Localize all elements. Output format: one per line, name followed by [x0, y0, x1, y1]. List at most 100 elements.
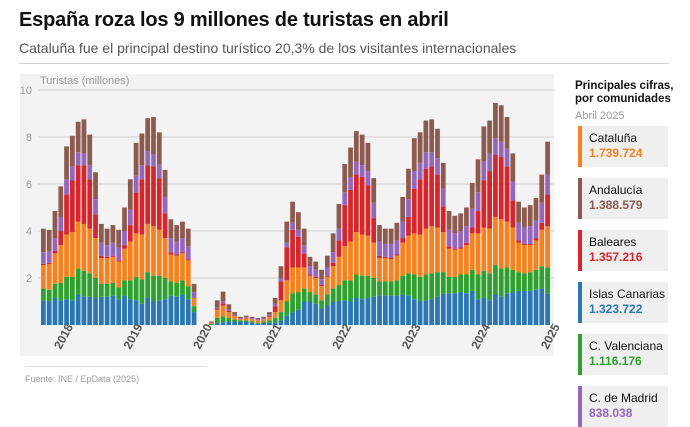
- bar-segment: [487, 171, 493, 229]
- bar-segment: [58, 186, 64, 217]
- bar-segment: [87, 165, 93, 180]
- bar-segment: [510, 200, 516, 228]
- bar-segment: [98, 258, 104, 284]
- bar-segment: [324, 305, 330, 325]
- bar-segment: [272, 322, 278, 325]
- bar-segment: [226, 317, 232, 322]
- bar-segment: [452, 215, 458, 234]
- sidebar-heading: Principales cifras, por comunidades: [575, 80, 675, 106]
- bar-segment: [498, 156, 504, 220]
- bar-segment: [139, 165, 145, 180]
- bar-segment: [52, 250, 58, 254]
- chart-subtitle: Cataluña fue el principal destino turíst…: [19, 40, 517, 56]
- bar-segment: [510, 153, 516, 182]
- bar-segment: [110, 255, 116, 257]
- bar-segment: [440, 232, 446, 273]
- bar-segment: [272, 297, 278, 304]
- region-color-bar: [578, 230, 582, 271]
- bar-segment: [220, 303, 226, 306]
- y-tick-label: 6: [26, 179, 32, 191]
- bar-segment: [307, 275, 313, 293]
- bar-segment: [533, 269, 539, 290]
- bar-segment: [365, 235, 371, 276]
- bar-segment: [388, 243, 394, 259]
- bar-segment: [151, 117, 156, 155]
- bar-segment: [156, 229, 162, 276]
- bar-segment: [481, 180, 487, 228]
- bar-segment: [301, 288, 307, 302]
- bar-segment: [75, 121, 81, 153]
- bar-segment: [452, 249, 458, 277]
- bar-segment: [127, 179, 133, 210]
- region-name: Cataluña: [589, 131, 638, 145]
- bar-segment: [440, 206, 446, 233]
- bar-segment: [162, 213, 168, 239]
- bar-segment: [342, 246, 348, 281]
- bar-segment: [116, 261, 122, 288]
- bar-segment: [116, 247, 122, 261]
- bar-segment: [127, 280, 133, 300]
- bar-segment: [371, 218, 377, 243]
- bar-segment: [168, 281, 174, 296]
- x-tick-label: 2018: [51, 321, 76, 351]
- bar-segment: [319, 286, 324, 301]
- bar-segment: [255, 323, 261, 325]
- bar-segment: [226, 310, 232, 313]
- bar-segment: [359, 134, 365, 166]
- bar-segment: [394, 280, 400, 296]
- bar-segment: [296, 212, 301, 230]
- bar-segment: [400, 242, 406, 276]
- bar-segment: [214, 307, 220, 309]
- bar-segment: [336, 240, 342, 257]
- bar-segment: [527, 205, 533, 227]
- bar-segment: [359, 234, 365, 276]
- bar-segment: [417, 162, 423, 180]
- bar-segment: [162, 238, 168, 278]
- bar-segment: [41, 263, 46, 266]
- bar-segment: [296, 229, 301, 237]
- bar-segment: [342, 164, 348, 193]
- header-divider: [19, 63, 669, 64]
- bar-segment: [284, 280, 290, 302]
- bar-segment: [75, 152, 81, 166]
- bar-segment: [168, 295, 174, 325]
- bar-segment: [249, 316, 255, 318]
- bar-segment: [388, 281, 394, 296]
- bar-segment: [139, 303, 145, 325]
- bar-segment: [394, 254, 400, 256]
- bar-segment: [243, 315, 249, 317]
- region-card: Andalucía 1.388.579: [578, 178, 668, 219]
- bar-segment: [527, 290, 533, 325]
- bar-segment: [319, 279, 324, 286]
- bar-segment: [330, 288, 336, 302]
- bar-segment: [151, 166, 156, 227]
- bar-segment: [493, 138, 498, 155]
- bar-segment: [209, 322, 214, 324]
- bar-segment: [214, 309, 220, 318]
- bar-segment: [324, 275, 330, 277]
- bar-segment: [69, 180, 75, 233]
- bar-segment: [498, 296, 504, 325]
- bar-segment: [261, 321, 266, 323]
- bar-segment: [75, 294, 81, 325]
- bar-segment: [493, 154, 498, 217]
- bar-segment: [365, 142, 371, 172]
- bar-segment: [330, 266, 336, 289]
- bar-segment: [46, 229, 52, 251]
- bar-segment: [81, 153, 87, 166]
- bar-segment: [220, 305, 226, 317]
- bar-segment: [110, 242, 116, 256]
- region-value: 1.739.724: [589, 146, 643, 160]
- bar-segment: [469, 182, 475, 209]
- bar-segment: [307, 256, 313, 267]
- bar-segment: [151, 154, 156, 167]
- bar-segment: [545, 174, 550, 195]
- x-axis-labels: 2018 2019 2020 2021 2022 2023 2024 2025: [51, 321, 560, 351]
- bar-segment: [122, 248, 127, 281]
- bar-segment: [371, 278, 377, 297]
- bar-segment: [226, 312, 232, 318]
- bar-segment: [527, 226, 533, 244]
- bar-segment: [180, 253, 185, 281]
- bar-segment: [46, 289, 52, 302]
- bar-segment: [382, 295, 388, 325]
